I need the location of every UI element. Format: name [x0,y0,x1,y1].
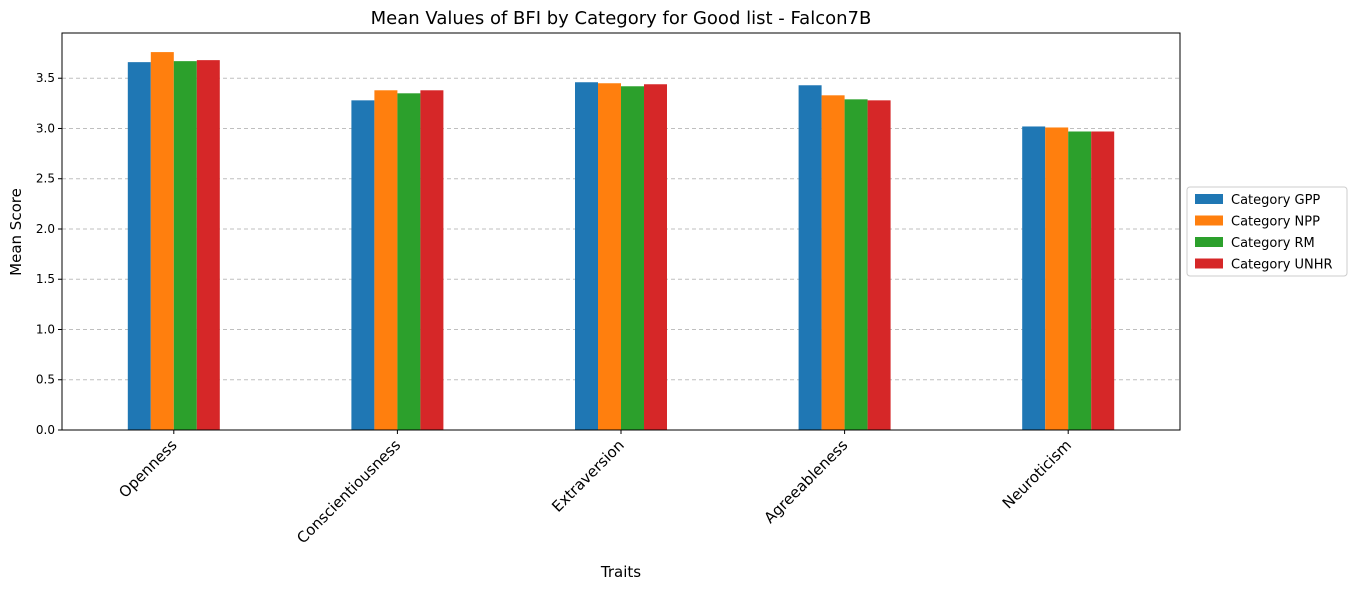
bar [173,61,197,430]
legend-swatch [1195,215,1223,226]
chart-title: Mean Values of BFI by Category for Good … [371,8,872,29]
legend-swatch [1195,258,1223,269]
legend-swatch [1195,194,1223,204]
bar [374,90,398,430]
bar [196,60,220,430]
bar [821,95,845,430]
y-tick-label: 3.5 [36,71,55,85]
y-tick-label: 1.0 [36,322,55,336]
x-tick-label: Conscientiousness [293,436,404,547]
legend-label: Category RM [1231,236,1315,251]
bar [127,62,151,430]
legend-label: Category UNHR [1231,258,1333,273]
bar [397,93,421,430]
legend-box [1186,186,1348,277]
bar [150,52,174,431]
y-tick-label: 3.0 [36,121,55,135]
x-tick-label: Openness [115,436,180,501]
bar [1045,127,1069,430]
legend-label: Category NPP [1231,215,1320,230]
y-tick-label: 2.5 [36,172,55,186]
bars [127,52,1115,431]
x-tick-label: Agreeableness [761,436,852,527]
bar [621,86,644,430]
bar [1022,126,1046,430]
x-axis-label: Traits [600,563,641,581]
y-axis: 0.0 0.5 1.0 1.5 2.0 2.5 3.0 3.5 [36,71,62,437]
bar [798,85,822,430]
x-axis: Openness Conscientiousness Extraversion Agr… [115,430,1075,547]
bar [844,99,868,431]
y-tick-label: 0.0 [36,423,55,437]
y-tick-label: 2.0 [36,222,55,236]
y-tick-label: 0.5 [36,373,55,387]
legend-label: Category GPP [1231,193,1320,208]
bar [1068,131,1092,430]
x-tick-label: Neuroticism [999,436,1075,512]
bar [644,84,667,430]
legend-swatch [1195,237,1223,247]
grid-lines [62,77,1180,381]
bar [867,100,891,431]
bar [351,100,375,431]
bar [598,83,621,430]
y-axis-label: Mean Score [7,188,25,276]
bar [1091,131,1115,430]
x-tick-label: Extraversion [548,436,628,516]
bar [420,90,444,430]
legend: Category GPP Category NPP Category RM Categ… [1186,186,1348,277]
y-tick-label: 1.5 [36,272,55,286]
bar [575,82,598,430]
